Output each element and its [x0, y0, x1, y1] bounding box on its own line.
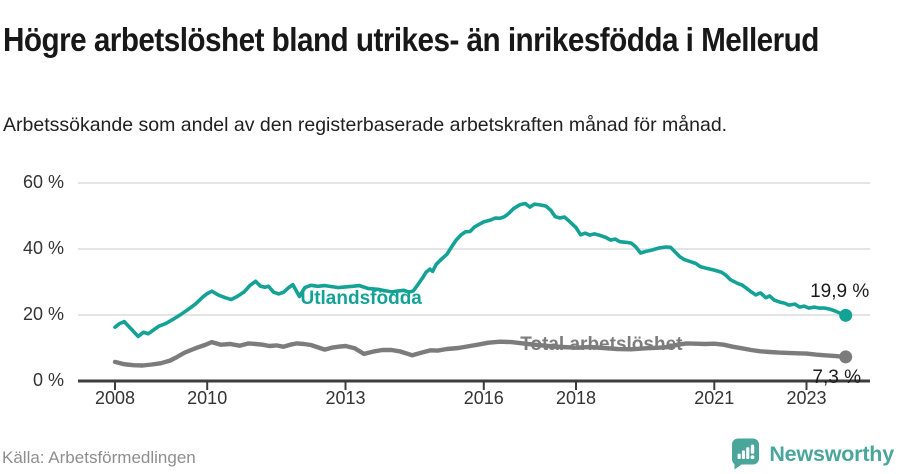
x-axis-tick-label: 2021 — [694, 388, 735, 408]
x-axis-tick-label: 2008 — [94, 388, 136, 408]
x-axis-tick-label: 2010 — [187, 388, 228, 408]
x-axis-tick-label: 2023 — [786, 388, 827, 408]
series-label-total-arbetsloshet: Total arbetslöshet — [520, 333, 683, 355]
series-label-utlandsfodda: Utlandsfödda — [300, 288, 422, 310]
x-axis-tick-label: 2013 — [325, 388, 366, 408]
end-value-label-total: 7,3 % — [812, 366, 861, 388]
x-axis-tick-label: 2016 — [463, 388, 504, 408]
chart-subtitle: Arbetssökande som andel av den registerb… — [3, 113, 728, 136]
logo-wordmark: Newsworthy — [769, 441, 894, 466]
page-title: Högre arbetslöshet bland utrikes- än inr… — [3, 21, 819, 59]
x-axis-tick-label: 2018 — [555, 388, 597, 408]
y-axis-tick-label: 60 % — [22, 172, 64, 192]
bar-chart-speech-bubble-icon — [732, 438, 760, 470]
y-axis-tick-label: 0 % — [32, 370, 64, 390]
source-attribution: Källa: Arbetsförmedlingen — [2, 448, 196, 467]
y-axis-tick-label: 40 % — [22, 238, 64, 258]
y-axis-tick-label: 20 % — [22, 304, 64, 324]
newsworthy-logo: Newsworthy — [731, 437, 894, 471]
end-value-label-utlandsfodda: 19,9 % — [810, 281, 870, 303]
